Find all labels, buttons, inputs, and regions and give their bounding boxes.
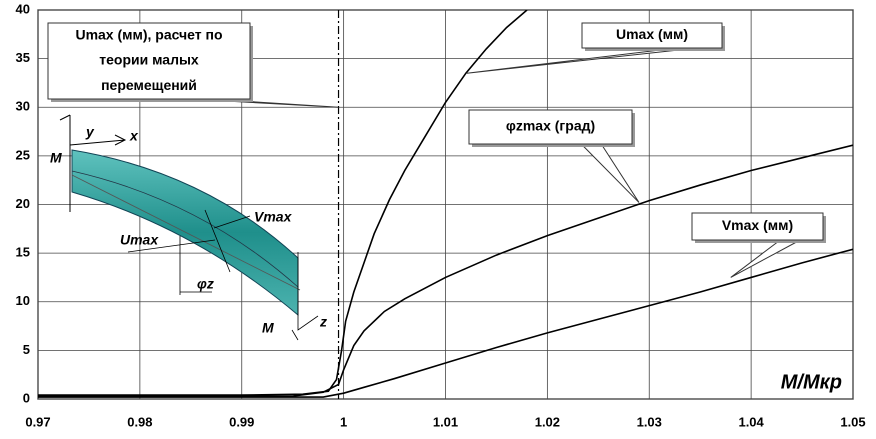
beam-axis: [71, 170, 299, 288]
x-tick-label: 0.97: [25, 414, 50, 429]
x-tick-label: 0.98: [127, 414, 152, 429]
callout-box: [47, 22, 251, 100]
inset-label: y: [85, 124, 95, 140]
callout-box: [581, 22, 723, 49]
y-tick-label: 35: [16, 50, 30, 65]
inset-diagram: y x M Vmax Umax φz z M: [50, 114, 327, 341]
callout-text: φzmax (град): [506, 118, 595, 134]
x-tick-label: 1.02: [535, 414, 560, 429]
callout-text: Umax (мм), расчет по: [75, 26, 222, 42]
callout-box: [691, 212, 824, 241]
x-tick-label: 0.99: [229, 414, 254, 429]
callout-text: теории малых: [99, 52, 199, 68]
inset-label: M: [50, 150, 62, 166]
inset-label: x: [129, 128, 139, 144]
inset-label: M: [262, 320, 274, 336]
y-tick-label: 40: [16, 1, 30, 16]
y-tick-label: 5: [23, 342, 30, 357]
inset-label: Vmax: [254, 209, 293, 225]
inset-label: Umax: [120, 232, 159, 248]
callout-text: Umax (мм): [616, 26, 688, 42]
x-tick-label: 1.04: [738, 414, 764, 429]
y-tick-label: 15: [16, 245, 30, 260]
x-tick-label: 1.01: [433, 414, 458, 429]
line: [38, 248, 853, 398]
y-tick-label: 20: [16, 196, 30, 211]
x-axis-label: M/Mкр: [781, 371, 842, 393]
callout-pointer: [466, 47, 698, 74]
callout-text: перемещений: [101, 77, 197, 93]
callout-text: Vmax (мм): [722, 217, 793, 233]
callout-pointer: [730, 239, 801, 278]
inset-label: z: [319, 314, 327, 330]
y-tick-label: 30: [16, 99, 30, 114]
x-tick-label: 1: [340, 414, 347, 429]
dimension-lines: [127, 209, 319, 341]
x-tick-label: 1.05: [840, 414, 865, 429]
y-tick-label: 0: [23, 390, 30, 405]
inset-label: φz: [197, 276, 214, 292]
axes: [59, 114, 127, 212]
callout-box: [468, 109, 633, 145]
callout-pointer: [580, 143, 640, 203]
y-tick-label: 10: [16, 293, 30, 308]
y-tick-label: 25: [16, 147, 30, 162]
x-tick-label: 1.03: [637, 414, 662, 429]
chord: [71, 174, 301, 291]
line: [38, 144, 853, 397]
